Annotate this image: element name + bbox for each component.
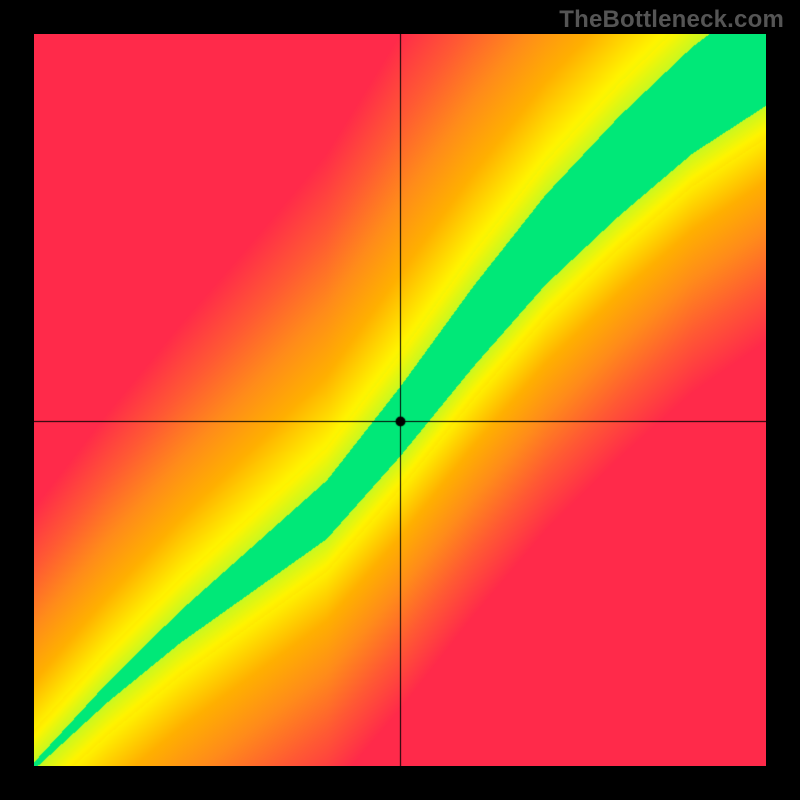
chart-container: TheBottleneck.com bbox=[0, 0, 800, 800]
heatmap-canvas bbox=[34, 34, 766, 766]
watermark-text: TheBottleneck.com bbox=[559, 6, 784, 34]
